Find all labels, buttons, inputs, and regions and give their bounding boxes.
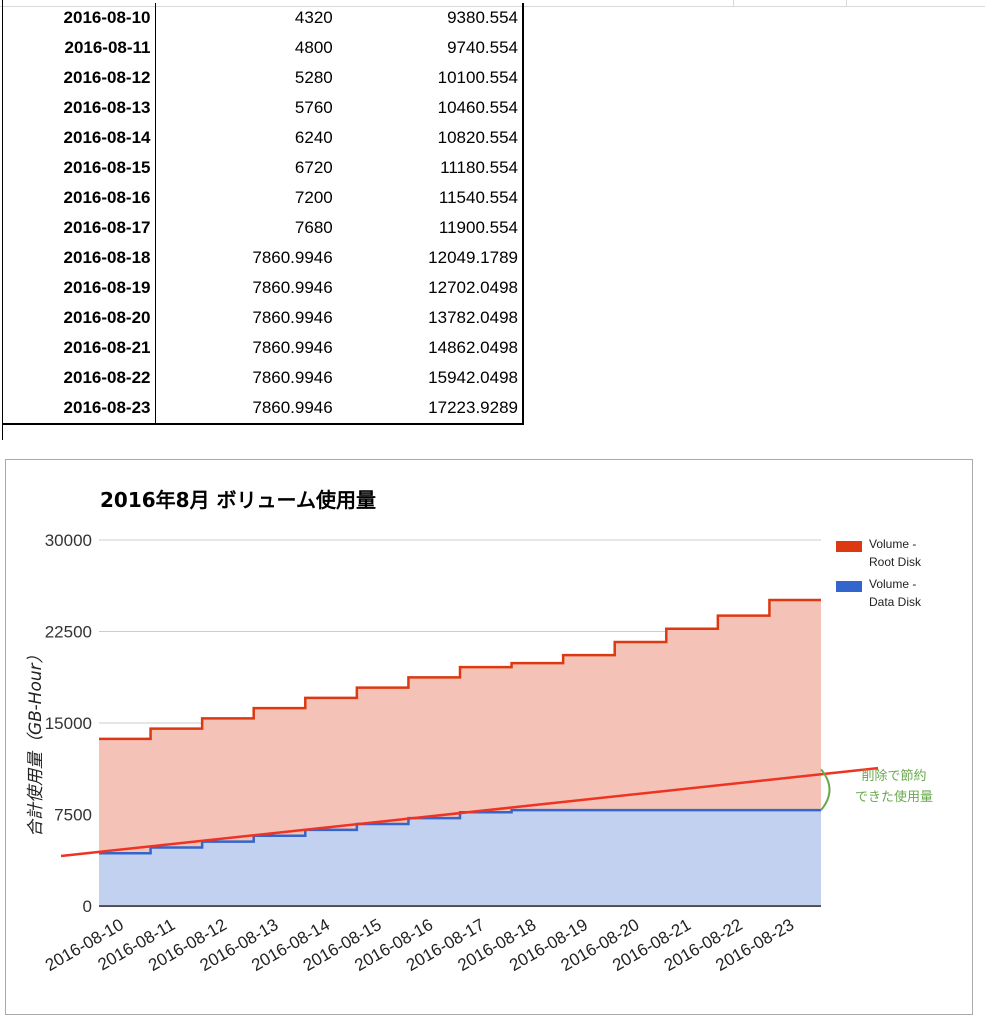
table-row: 2016-08-21 7860.9946 14862.0498 — [3, 333, 525, 363]
data-disk-cell[interactable]: 7860.9946 — [252, 278, 333, 297]
date-cell[interactable]: 2016-08-15 — [3, 153, 156, 183]
date-cell[interactable]: 2016-08-23 — [3, 393, 156, 425]
y-axis-label: 合計使用量（GB-Hour） — [26, 646, 46, 837]
y-tick-label: 0 — [83, 897, 92, 916]
data-disk-cell[interactable]: 6720 — [294, 158, 333, 177]
date-cell[interactable]: 2016-08-12 — [3, 63, 156, 93]
savings-annotation: 削除で節約 できた使用量 — [844, 766, 944, 808]
date-cell[interactable]: 2016-08-13 — [3, 93, 156, 123]
table-row: 2016-08-22 7860.9946 15942.0498 — [3, 363, 525, 393]
date-cell[interactable]: 2016-08-21 — [3, 333, 156, 363]
chart-legend[interactable]: Volume - Root Disk Volume - Data Disk — [834, 535, 964, 615]
data-disk-cell[interactable]: 7860.9946 — [252, 368, 333, 387]
root-disk-cell[interactable]: 12702.0498 — [332, 273, 525, 303]
data-disk-cell[interactable]: 4320 — [294, 8, 333, 27]
spreadsheet-area: 2016-08-10 4320 9380.554 2016-08-11 4800 9740… — [0, 0, 985, 440]
root-disk-cell[interactable]: 9740.554 — [332, 33, 525, 63]
trend-line — [60, 766, 879, 858]
root-disk-cell[interactable]: 9380.554 — [332, 3, 525, 33]
data-disk-cell[interactable]: 7860.9946 — [252, 248, 333, 267]
annotation-line: できた使用量 — [854, 790, 933, 805]
root-disk-cell[interactable]: 14862.0498 — [332, 333, 525, 363]
date-cell[interactable]: 2016-08-18 — [3, 243, 156, 273]
table-row: 2016-08-12 5280 10100.554 — [3, 63, 525, 93]
legend-item-data-disk[interactable]: Volume - Data Disk — [834, 575, 964, 615]
table-row: 2016-08-20 7860.9946 13782.0498 — [3, 303, 525, 333]
date-cell[interactable]: 2016-08-19 — [3, 273, 156, 303]
y-tick-label: 22500 — [45, 623, 92, 642]
data-disk-cell[interactable]: 7860.9946 — [252, 308, 333, 327]
root-disk-area — [99, 599, 821, 854]
annotation-line: 削除で節約 — [861, 769, 927, 784]
date-cell[interactable]: 2016-08-16 — [3, 183, 156, 213]
date-cell[interactable]: 2016-08-22 — [3, 363, 156, 393]
date-cell[interactable]: 2016-08-11 — [3, 33, 156, 63]
data-disk-cell[interactable]: 4800 — [294, 38, 333, 57]
table-row: 2016-08-11 4800 9740.554 — [3, 33, 525, 63]
legend-swatch-root-disk — [836, 541, 862, 552]
root-disk-cell[interactable]: 12049.1789 — [332, 243, 525, 273]
table-row: 2016-08-19 7860.9946 12702.0498 — [3, 273, 525, 303]
date-cell[interactable]: 2016-08-20 — [3, 303, 156, 333]
savings-bracket — [820, 768, 831, 811]
legend-label-line: Volume - — [869, 577, 917, 591]
data-disk-cell[interactable]: 6240 — [294, 128, 333, 147]
root-disk-cell[interactable]: 11540.554 — [332, 183, 525, 213]
table-row: 2016-08-15 6720 11180.554 — [3, 153, 525, 183]
root-disk-cell[interactable]: 15942.0498 — [332, 363, 525, 393]
date-cell[interactable]: 2016-08-10 — [3, 3, 156, 33]
date-cell[interactable]: 2016-08-17 — [3, 213, 156, 243]
data-disk-cell[interactable]: 5280 — [294, 68, 333, 87]
table-row: 2016-08-14 6240 10820.554 — [3, 123, 525, 153]
legend-label-line: Root Disk — [869, 555, 922, 569]
column-separator — [733, 0, 734, 6]
legend-swatch-data-disk — [836, 581, 862, 592]
root-disk-cell[interactable]: 10100.554 — [332, 63, 525, 93]
root-disk-line — [99, 598, 821, 741]
root-disk-cell[interactable]: 11900.554 — [332, 213, 525, 243]
column-separator — [846, 0, 847, 6]
legend-label-data-disk: Volume - Data Disk — [869, 575, 949, 611]
table-row: 2016-08-10 4320 9380.554 — [3, 3, 525, 33]
chart-svg: 075001500022500300002016-08-102016-08-11… — [42, 531, 879, 975]
legend-item-root-disk[interactable]: Volume - Root Disk — [834, 535, 964, 575]
date-cell[interactable]: 2016-08-14 — [3, 123, 156, 153]
table-row: 2016-08-17 7680 11900.554 — [3, 213, 525, 243]
legend-label-line: Volume - — [869, 537, 917, 551]
legend-label-root-disk: Volume - Root Disk — [869, 535, 949, 571]
data-disk-cell[interactable]: 7200 — [294, 188, 333, 207]
table-row: 2016-08-18 7860.9946 12049.1789 — [3, 243, 525, 273]
data-disk-line — [99, 808, 821, 855]
legend-label-line: Data Disk — [869, 595, 922, 609]
y-tick-label: 15000 — [45, 714, 92, 733]
root-disk-cell[interactable]: 11180.554 — [332, 153, 525, 183]
y-tick-label: 30000 — [45, 531, 92, 550]
table-row: 2016-08-23 7860.9946 17223.9289 — [3, 393, 525, 425]
root-disk-cell[interactable]: 10460.554 — [332, 93, 525, 123]
data-disk-cell[interactable]: 7860.9946 — [155, 393, 333, 425]
data-disk-cell[interactable]: 7680 — [294, 218, 333, 237]
table-row: 2016-08-13 5760 10460.554 — [3, 93, 525, 123]
chart-title: 2016年8月 ボリューム使用量 — [100, 488, 376, 512]
root-disk-cell[interactable]: 13782.0498 — [332, 303, 525, 333]
table-row: 2016-08-16 7200 11540.554 — [3, 183, 525, 213]
sheet-left-border — [2, 0, 3, 440]
y-tick-label: 7500 — [54, 806, 92, 825]
data-table: 2016-08-10 4320 9380.554 2016-08-11 4800 9740… — [3, 3, 525, 425]
data-disk-cell[interactable]: 5760 — [294, 98, 333, 117]
data-disk-cell[interactable]: 7860.9946 — [252, 338, 333, 357]
data-disk-area — [99, 810, 821, 906]
root-disk-cell[interactable]: 17223.9289 — [332, 393, 525, 425]
chart-container[interactable]: 0 7500 15000 22500 30000 2016-08-10 2016-08-11… — [5, 459, 973, 1015]
root-disk-cell[interactable]: 10820.554 — [332, 123, 525, 153]
